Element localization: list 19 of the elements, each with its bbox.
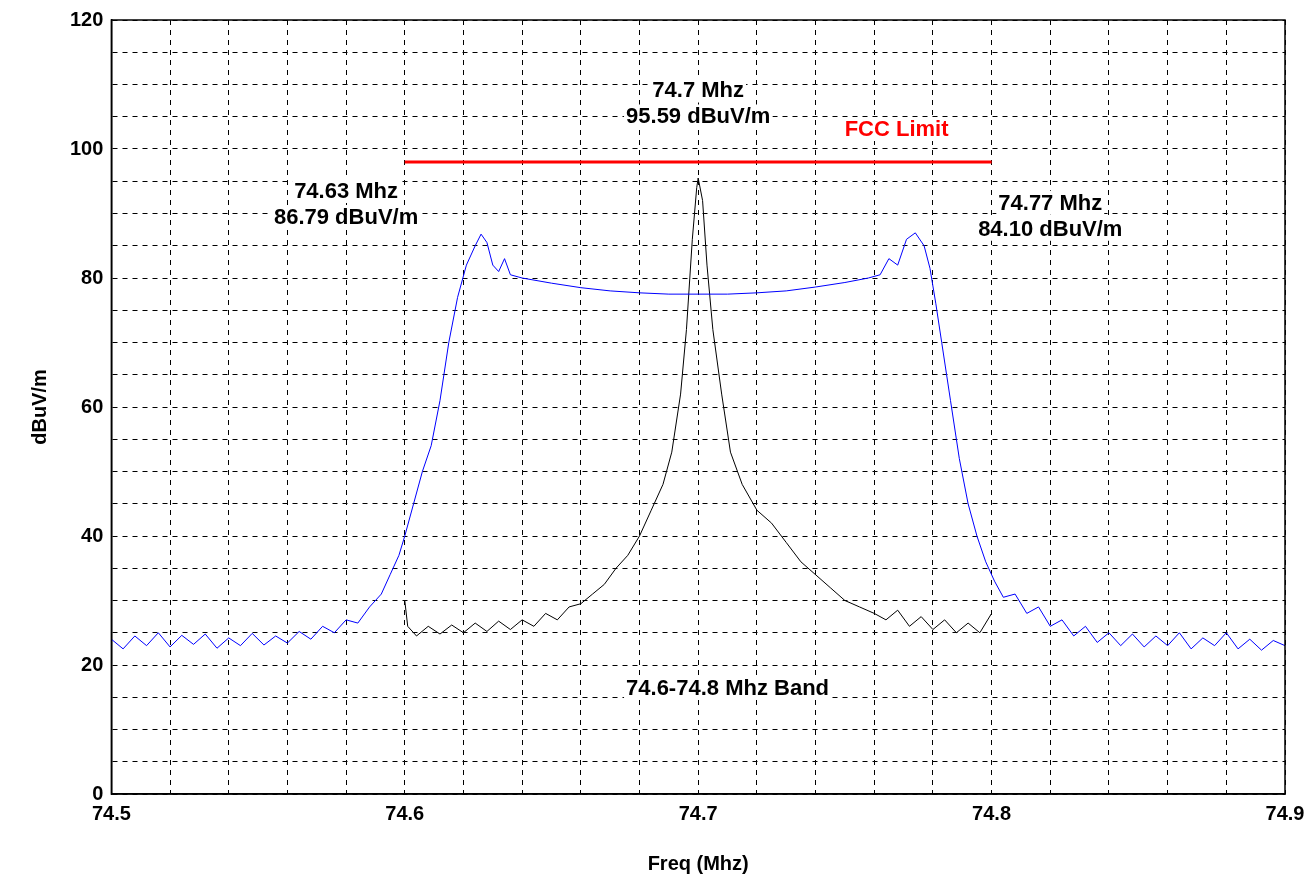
- y-tick-label: 80: [81, 265, 104, 288]
- x-axis-title: Freq (Mhz): [647, 851, 749, 874]
- x-tick-label: 74.7: [678, 801, 718, 824]
- annotation: 74.63 Mhz 86.79 dBuV/m: [273, 178, 419, 230]
- series-label: FCC Limit: [844, 115, 950, 141]
- y-tick-label: 60: [81, 394, 104, 417]
- y-tick-label: 20: [81, 652, 104, 675]
- x-tick-label: 74.9: [1265, 801, 1305, 824]
- annotation: 74.77 Mhz 84.10 dBuV/m: [978, 189, 1123, 241]
- y-tick-label: 40: [81, 523, 104, 546]
- y-tick-label: 120: [69, 7, 104, 30]
- x-tick-label: 74.6: [385, 801, 425, 824]
- annotation: 74.7 Mhz 95.59 dBuV/m: [626, 77, 771, 129]
- y-axis-title: dBuV/m: [27, 369, 50, 445]
- x-tick-label: 74.8: [972, 801, 1012, 824]
- x-tick-label: 74.5: [91, 801, 131, 824]
- y-tick-label: 0: [92, 781, 104, 804]
- annotation: 74.6-74.8 Mhz Band: [626, 674, 829, 700]
- y-tick-label: 100: [69, 136, 104, 159]
